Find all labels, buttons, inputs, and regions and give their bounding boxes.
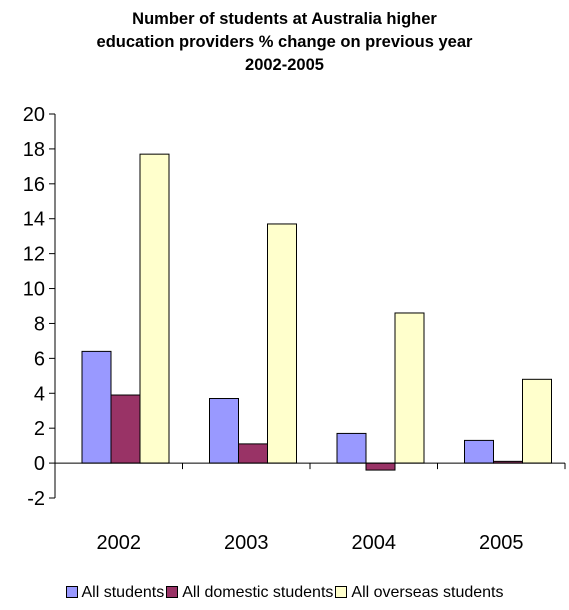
chart-title: Number of students at Australia higher e… bbox=[0, 8, 569, 77]
y-tick-label: 2 bbox=[34, 418, 45, 440]
bar-all-students-2003 bbox=[209, 398, 239, 464]
y-tick-label: -2 bbox=[27, 488, 45, 510]
x-tick-label: 2004 bbox=[352, 532, 397, 554]
legend-item: All overseas students bbox=[335, 584, 503, 602]
chart-title-line-1: Number of students at Australia higher bbox=[132, 10, 437, 28]
bar-all-overseas-students-2005 bbox=[522, 378, 552, 464]
x-tick-label: 2005 bbox=[479, 532, 524, 554]
bar-all-students-2005 bbox=[464, 439, 494, 464]
y-tick-label: 0 bbox=[34, 453, 45, 475]
bar-all-students-2002 bbox=[81, 350, 112, 464]
x-tick-label: 2002 bbox=[97, 532, 142, 554]
y-tick-label: 4 bbox=[34, 383, 45, 405]
bar-all-domestic-students-2003 bbox=[238, 443, 268, 464]
y-tick-label: 8 bbox=[34, 313, 45, 335]
y-tick-label: 18 bbox=[23, 139, 45, 161]
chart-title-line-2: education providers % change on previous… bbox=[96, 33, 473, 51]
y-tick-label: 14 bbox=[23, 209, 45, 231]
bar-all-domestic-students-2002 bbox=[110, 394, 141, 464]
bar-all-overseas-students-2004 bbox=[394, 312, 425, 464]
chart-title-line-3: 2002-2005 bbox=[245, 56, 324, 74]
legend-item: All domestic students bbox=[166, 584, 333, 602]
chart-legend: All students All domestic students All ove… bbox=[0, 584, 569, 602]
bar-all-overseas-students-2002 bbox=[139, 153, 170, 464]
y-tick-label: 20 bbox=[23, 104, 45, 126]
y-tick-label: 12 bbox=[23, 244, 45, 266]
legend-swatch bbox=[335, 585, 348, 598]
legend-label: All domestic students bbox=[182, 584, 334, 601]
bar-all-students-2004 bbox=[336, 432, 367, 464]
legend-item: All students bbox=[65, 584, 165, 602]
legend-swatch bbox=[166, 585, 179, 598]
legend-label: All students bbox=[81, 584, 165, 601]
bar-all-domestic-students-2004 bbox=[365, 462, 396, 471]
bar-all-overseas-students-2003 bbox=[267, 223, 297, 464]
y-tick-label: 10 bbox=[23, 279, 45, 301]
y-tick-label: 16 bbox=[23, 174, 45, 196]
legend-swatch bbox=[65, 585, 78, 598]
legend-label: All overseas students bbox=[351, 584, 504, 601]
y-tick-label: 6 bbox=[34, 348, 45, 370]
x-tick-label: 2003 bbox=[224, 532, 269, 554]
